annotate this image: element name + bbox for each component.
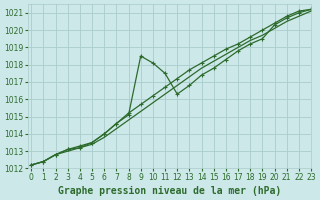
X-axis label: Graphe pression niveau de la mer (hPa): Graphe pression niveau de la mer (hPa) [58, 186, 281, 196]
